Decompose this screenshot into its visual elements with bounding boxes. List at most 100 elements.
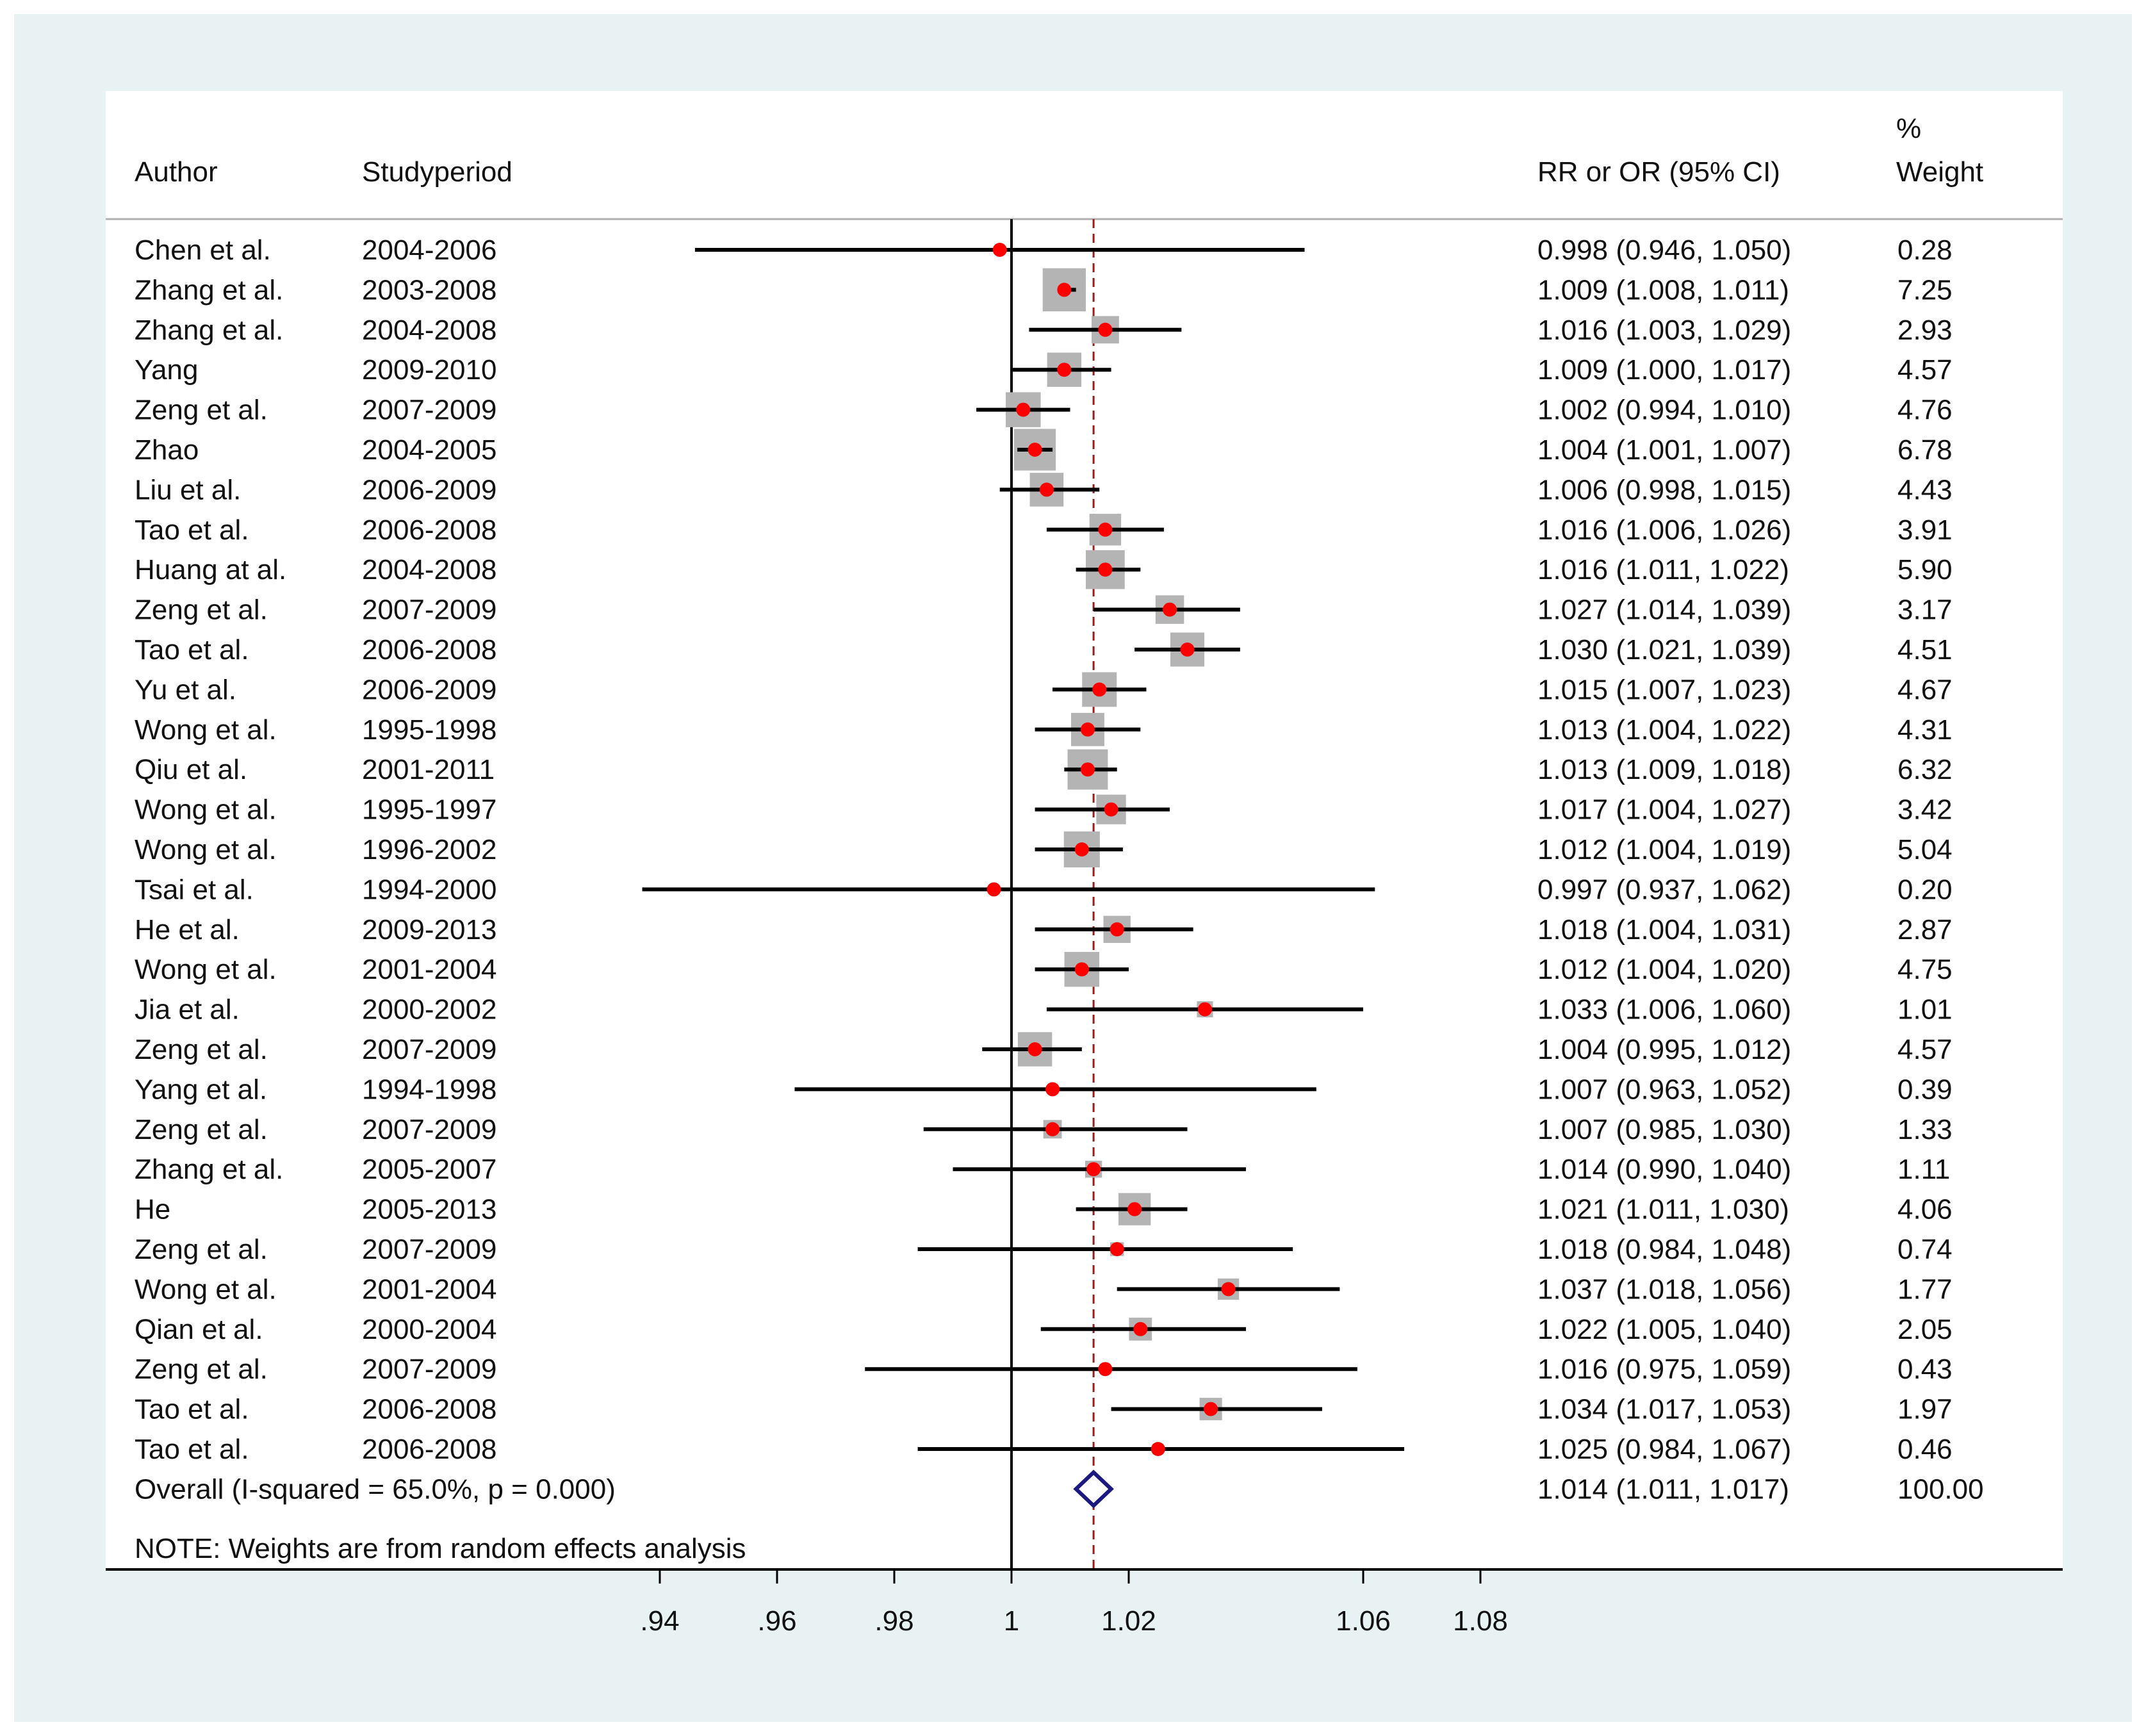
study-ci-text: 1.017 (1.004, 1.027) bbox=[1537, 794, 1791, 826]
study-author: He et al. bbox=[135, 914, 240, 946]
study-ci-text: 1.014 (0.990, 1.040) bbox=[1537, 1154, 1791, 1185]
study-author: Wong et al. bbox=[135, 954, 277, 985]
study-weight-text: 6.32 bbox=[1897, 754, 1953, 785]
header-estimate: RR or OR (95% CI) bbox=[1537, 156, 1780, 188]
study-period: 2001-2004 bbox=[362, 1273, 496, 1305]
point-estimate bbox=[1080, 722, 1095, 737]
study-ci-text: 1.033 (1.006, 1.060) bbox=[1537, 994, 1791, 1026]
point-estimate bbox=[1074, 962, 1089, 977]
study-rows: Chen et al. 2004-2006 0.998 (0.946, 1.050)… bbox=[135, 219, 1953, 1569]
x-tick-label: .94 bbox=[640, 1605, 679, 1637]
study-author: He bbox=[135, 1194, 170, 1225]
study-row: Zhang et al. 2003-2008 1.009 (1.008, 1.011… bbox=[135, 268, 1953, 312]
point-estimate bbox=[1045, 1082, 1060, 1097]
study-ci-text: 1.018 (0.984, 1.048) bbox=[1537, 1234, 1791, 1265]
x-tick-label: 1.02 bbox=[1101, 1605, 1156, 1637]
study-weight-text: 0.39 bbox=[1897, 1074, 1953, 1105]
study-ci-text: 1.022 (1.005, 1.040) bbox=[1537, 1314, 1791, 1345]
point-estimate bbox=[1080, 762, 1095, 777]
overall-label: Overall (I-squared = 65.0%, p = 0.000) bbox=[135, 1473, 616, 1505]
point-estimate bbox=[1092, 682, 1107, 697]
study-ci-text: 0.998 (0.946, 1.050) bbox=[1537, 234, 1791, 266]
point-estimate bbox=[1163, 602, 1177, 617]
point-estimate bbox=[1074, 842, 1089, 856]
study-row: Tao et al. 2006-2008 1.034 (1.017, 1.053) 1… bbox=[135, 1394, 1953, 1425]
study-period: 2009-2013 bbox=[362, 914, 496, 946]
study-row: Wong et al. 1995-1998 1.013 (1.004, 1.022)… bbox=[135, 712, 1953, 746]
study-period: 1994-2000 bbox=[362, 874, 496, 905]
study-author: Zhang et al. bbox=[135, 315, 283, 346]
study-period: 2007-2009 bbox=[362, 594, 496, 626]
header-studyperiod: Studyperiod bbox=[362, 156, 512, 188]
header-author: Author bbox=[135, 156, 218, 188]
point-estimate bbox=[1151, 1442, 1165, 1456]
study-author: Zeng et al. bbox=[135, 395, 268, 426]
study-period: 2007-2009 bbox=[362, 1354, 496, 1385]
study-row: Wong et al. 1995-1997 1.017 (1.004, 1.027)… bbox=[135, 794, 1953, 826]
study-author: Qiu et al. bbox=[135, 754, 247, 785]
study-weight-text: 3.17 bbox=[1897, 594, 1953, 626]
study-row: Yang et al. 1994-1998 1.007 (0.963, 1.052)… bbox=[135, 1074, 1953, 1105]
study-period: 2004-2008 bbox=[362, 315, 496, 346]
study-ci-text: 1.012 (1.004, 1.019) bbox=[1537, 834, 1791, 865]
study-row: Wong et al. 1996-2002 1.012 (1.004, 1.019)… bbox=[135, 831, 1953, 868]
study-ci-text: 1.004 (1.001, 1.007) bbox=[1537, 434, 1791, 466]
overall-diamond bbox=[1073, 1470, 1114, 1509]
study-author: Zeng et al. bbox=[135, 1114, 268, 1145]
study-ci-text: 1.030 (1.021, 1.039) bbox=[1537, 634, 1791, 666]
study-row: Liu et al. 2006-2009 1.006 (0.998, 1.015) 4… bbox=[135, 473, 1953, 507]
study-author: Tsai et al. bbox=[135, 874, 254, 905]
study-row: Wong et al. 2001-2004 1.037 (1.018, 1.056)… bbox=[135, 1273, 1953, 1305]
study-row: He 2005-2013 1.021 (1.011, 1.030) 4.06 bbox=[135, 1193, 1953, 1225]
study-author: Zhang et al. bbox=[135, 1154, 283, 1185]
study-period: 2006-2008 bbox=[362, 1394, 496, 1425]
x-tick-label: .98 bbox=[874, 1605, 913, 1637]
point-estimate bbox=[1110, 922, 1124, 937]
study-author: Liu et al. bbox=[135, 474, 241, 505]
study-author: Wong et al. bbox=[135, 794, 277, 826]
point-estimate bbox=[1057, 363, 1072, 377]
overall-row: Overall (I-squared = 65.0%, p = 0.000) 1.… bbox=[135, 1470, 1984, 1509]
x-axis: .94 .96 .98 1 1.02 1.06 1.08 bbox=[106, 1568, 2063, 1637]
point-estimate bbox=[1180, 643, 1195, 657]
point-estimate bbox=[1204, 1402, 1218, 1416]
study-period: 1995-1998 bbox=[362, 714, 496, 746]
x-tick-label: 1 bbox=[1004, 1605, 1019, 1637]
study-period: 2004-2008 bbox=[362, 554, 496, 585]
study-row: Tao et al. 2006-2008 1.025 (0.984, 1.067) 0… bbox=[135, 1434, 1953, 1465]
study-row: Zeng et al. 2007-2009 1.004 (0.995, 1.012)… bbox=[135, 1032, 1953, 1067]
study-author: Chen et al. bbox=[135, 234, 271, 266]
study-weight-text: 1.01 bbox=[1897, 994, 1953, 1026]
study-ci-text: 1.007 (0.963, 1.052) bbox=[1537, 1074, 1791, 1105]
study-row: Zeng et al. 2007-2009 1.007 (0.985, 1.030)… bbox=[135, 1114, 1953, 1145]
study-weight-text: 2.05 bbox=[1897, 1314, 1953, 1345]
study-ci-text: 1.013 (1.004, 1.022) bbox=[1537, 714, 1791, 746]
study-weight-text: 4.67 bbox=[1897, 674, 1953, 705]
study-weight-text: 5.04 bbox=[1897, 834, 1953, 865]
point-estimate bbox=[1045, 1122, 1060, 1136]
study-weight-text: 0.20 bbox=[1897, 874, 1953, 905]
study-weight-text: 6.78 bbox=[1897, 434, 1953, 466]
study-weight-text: 4.43 bbox=[1897, 474, 1953, 505]
overall-ci-text: 1.014 (1.011, 1.017) bbox=[1537, 1473, 1789, 1505]
study-author: Yu et al. bbox=[135, 674, 236, 705]
study-author: Qian et al. bbox=[135, 1314, 263, 1345]
study-period: 2005-2013 bbox=[362, 1194, 496, 1225]
point-estimate bbox=[1039, 482, 1054, 497]
point-estimate bbox=[1104, 802, 1118, 817]
study-ci-text: 1.012 (1.004, 1.020) bbox=[1537, 954, 1791, 985]
study-weight-text: 0.74 bbox=[1897, 1234, 1953, 1265]
point-estimate bbox=[1057, 283, 1072, 297]
study-row: Zeng et al. 2007-2009 1.027 (1.014, 1.039)… bbox=[135, 594, 1953, 626]
study-period: 2006-2008 bbox=[362, 514, 496, 546]
study-row: Wong et al. 2001-2004 1.012 (1.004, 1.020)… bbox=[135, 951, 1953, 987]
x-tick-label: .96 bbox=[757, 1605, 796, 1637]
study-ci-text: 1.016 (0.975, 1.059) bbox=[1537, 1354, 1791, 1385]
study-author: Wong et al. bbox=[135, 1273, 277, 1305]
study-ci-text: 1.016 (1.006, 1.026) bbox=[1537, 514, 1791, 546]
point-estimate bbox=[1221, 1282, 1236, 1297]
point-estimate bbox=[1028, 443, 1042, 457]
study-row: Jia et al. 2000-2002 1.033 (1.006, 1.060) 1… bbox=[135, 994, 1953, 1026]
study-row: Yang 2009-2010 1.009 (1.000, 1.017) 4.57 bbox=[135, 352, 1953, 387]
header-weight: Weight bbox=[1896, 156, 1983, 188]
